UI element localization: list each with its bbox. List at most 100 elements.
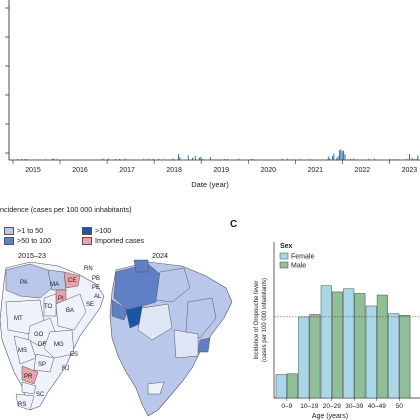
daily-bar — [341, 151, 343, 160]
bar-female-2 — [320, 285, 332, 399]
label-to: TO — [44, 304, 53, 310]
year-tick-label-2016: 2016 — [72, 167, 88, 174]
daily-bar — [24, 159, 25, 160]
label-rs: RS — [18, 402, 26, 408]
daily-bar — [224, 158, 226, 160]
daily-bar — [353, 158, 354, 160]
daily-bar — [194, 155, 196, 160]
daily-bar — [238, 158, 240, 160]
daily-bar — [281, 158, 283, 160]
daily-bar — [215, 159, 217, 160]
label-go: GO — [34, 332, 44, 338]
year-tick-label-2019: 2019 — [213, 167, 229, 174]
daily-bar — [368, 158, 370, 160]
label-ba: BA — [66, 308, 74, 314]
daily-bar — [145, 159, 147, 160]
daily-bar — [350, 158, 352, 160]
legend-swatch-high — [82, 226, 92, 235]
year-tick-label-2022: 2022 — [355, 167, 371, 174]
state-mg — [43, 329, 75, 359]
label-es: ES — [70, 352, 78, 358]
x-tick-label-3: 30–39 — [345, 403, 363, 410]
state-rr-2024 — [133, 259, 149, 273]
daily-bar — [329, 158, 331, 160]
panel-c-x-ticks: 0–9 10–19 20–29 30–39 40–49 50 — [281, 398, 403, 410]
daily-bar — [299, 159, 301, 160]
daily-bar — [192, 157, 193, 160]
daily-bar — [336, 158, 338, 160]
daily-bar — [389, 158, 391, 160]
daily-bar — [178, 154, 179, 160]
label-al: AL — [94, 294, 102, 300]
panel-c-y-label: Incidence of Oropouche fever (cases per 1… — [254, 278, 268, 362]
legend-label-imported: Imported cases — [95, 236, 145, 245]
bar-male-0 — [286, 373, 298, 399]
daily-bar — [414, 159, 416, 160]
legend-item-mid: >50 to 100 — [4, 236, 51, 245]
label-pb: PB — [92, 276, 100, 282]
daily-bar — [56, 159, 58, 160]
legend-swatch-female — [279, 252, 289, 260]
label-rj: RJ — [62, 366, 69, 372]
bar-female-1 — [298, 316, 310, 399]
x-tick-label-0: 0–9 — [281, 403, 292, 410]
bar-female-5 — [388, 313, 400, 399]
label-ce: CE — [68, 278, 76, 284]
daily-bar — [260, 159, 262, 160]
legend-label-mid: >50 to 100 — [17, 236, 52, 245]
daily-bar — [71, 159, 73, 160]
y-label-line-2: (cases per 100 000 inhabitants) — [262, 278, 268, 362]
daily-bar — [45, 159, 46, 160]
daily-bar — [252, 159, 254, 160]
state-sc — [21, 381, 37, 395]
daily-bar — [221, 159, 223, 160]
bar-male-5 — [399, 315, 411, 399]
daily-bar — [108, 158, 109, 160]
panel-a-y-ticks — [5, 7, 9, 154]
panel-a-year-ticks: 2015 2016 2017 2018 2019 2020 2021 2022 2023 — [12, 160, 417, 174]
legend-swatch-imported — [82, 236, 92, 245]
daily-bar — [327, 156, 329, 160]
daily-bar — [250, 159, 252, 160]
map-2024 — [109, 259, 233, 417]
state-mg-2024 — [173, 329, 199, 359]
year-tick-label-2018: 2018 — [166, 167, 182, 174]
daily-bar — [292, 159, 294, 160]
daily-bar — [339, 150, 340, 160]
panel-c-chart: Incidence of Oropouche fever (cases per 1… — [254, 242, 420, 420]
state-sp — [33, 353, 55, 373]
daily-bar — [133, 159, 135, 160]
daily-bar — [119, 159, 121, 160]
daily-bar — [406, 158, 408, 160]
year-tick-label-2021: 2021 — [308, 167, 324, 174]
label-rn: RN — [84, 266, 93, 272]
bar-male-1 — [309, 314, 321, 399]
daily-bar — [347, 159, 349, 160]
daily-bar — [53, 158, 55, 160]
legend-label-female: Female — [291, 254, 314, 261]
state-pa — [5, 263, 53, 299]
daily-bar — [308, 159, 310, 160]
bar-female-3 — [343, 288, 355, 399]
daily-bar — [397, 159, 399, 160]
daily-bar — [337, 156, 339, 160]
map-2015-23: PA MA CE RN PB PE AL SE BA TO PI MT GO D… — [0, 261, 105, 411]
daily-bar — [210, 157, 212, 160]
daily-bar — [115, 158, 116, 160]
label-pr: PR — [24, 374, 33, 380]
daily-bar — [411, 157, 413, 160]
x-tick-label-5: 50 — [396, 403, 404, 410]
panel-c-label: C — [230, 219, 238, 230]
panel-c-legend: Sex Female Male — [279, 243, 314, 270]
state-es-2024 — [197, 337, 211, 353]
daily-bar — [357, 159, 359, 160]
daily-bar — [354, 159, 356, 160]
x-tick-label-1: 10–19 — [300, 403, 318, 410]
x-tick-label-2: 20–29 — [323, 403, 341, 410]
daily-bar — [333, 153, 335, 160]
state-sc-2024 — [147, 381, 165, 395]
panel-a-x-label: Date (year) — [191, 180, 229, 189]
daily-bar — [103, 159, 105, 160]
map-year-2015-23: 2015–23 — [18, 251, 46, 260]
state-ba-2024 — [185, 297, 217, 339]
